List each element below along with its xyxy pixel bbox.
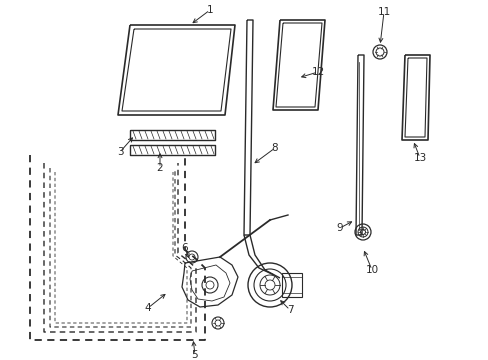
Bar	[282, 273, 302, 297]
Text: 1: 1	[206, 5, 213, 15]
Text: 2: 2	[156, 163, 163, 173]
Text: 13: 13	[412, 153, 426, 163]
Text: 9: 9	[336, 223, 343, 233]
Text: 12: 12	[311, 67, 324, 77]
Text: 8: 8	[271, 143, 278, 153]
Text: 5: 5	[191, 350, 198, 360]
Text: 3: 3	[117, 147, 123, 157]
Text: 11: 11	[377, 7, 390, 17]
Text: 6: 6	[182, 243, 188, 253]
Text: 10: 10	[365, 265, 378, 275]
Text: 7: 7	[286, 305, 293, 315]
Text: 4: 4	[144, 303, 151, 313]
